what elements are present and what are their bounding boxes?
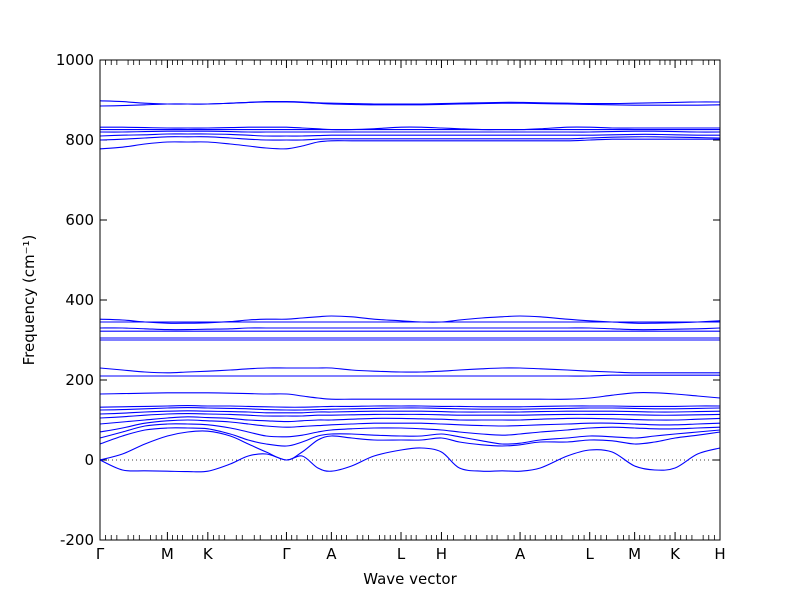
phonon-band-6	[99, 416, 721, 425]
phonon-band-19	[99, 315, 721, 324]
phonon-band-12	[100, 374, 720, 377]
x-tick-label: H	[436, 545, 447, 563]
phonon-band-25	[99, 126, 720, 131]
phonon-band-23	[99, 130, 721, 133]
phonon-band-9	[99, 407, 721, 411]
phonon-band-10	[99, 405, 721, 408]
x-tick-label: A	[515, 545, 526, 563]
x-tick-label: Γ	[282, 545, 291, 563]
y-tick-labels: -200 0 200 400 600 800 1000	[56, 51, 94, 549]
y-tick-label: 200	[65, 371, 94, 389]
x-tick-label: L	[397, 545, 406, 563]
y-tick-label: 400	[65, 291, 94, 309]
phonon-bands	[99, 100, 721, 473]
x-tick-label: K	[203, 545, 214, 563]
y-tick-label: 1000	[56, 51, 94, 69]
x-tick-label: K	[670, 545, 681, 563]
y-tick-label: 800	[65, 131, 94, 149]
phonon-band-20	[99, 138, 720, 150]
x-tick-label: M	[628, 545, 641, 563]
x-tick-label: M	[161, 545, 174, 563]
x-tick-label: Γ	[96, 545, 105, 563]
x-tick-label: L	[586, 545, 595, 563]
phonon-band-5	[99, 419, 721, 433]
plot-frame	[99, 59, 721, 541]
phonon-band-2	[99, 430, 721, 461]
x-tick-label: H	[714, 545, 725, 563]
phonon-band-7	[99, 413, 721, 419]
phonon-band-17	[99, 327, 721, 331]
y-tick-label: -200	[60, 531, 94, 549]
x-tick-label: A	[326, 545, 337, 563]
y-axis-label: Frequency (cm⁻¹)	[20, 235, 38, 366]
phonon-band-27	[99, 100, 721, 105]
axis-ticks	[99, 59, 721, 541]
y-tick-label: 600	[65, 211, 94, 229]
phonon-band-21	[99, 136, 721, 141]
phonon-band-1	[99, 447, 721, 473]
phonon-band-3	[99, 427, 721, 447]
phonon-band-13	[99, 367, 720, 374]
x-axis-label: Wave vector	[363, 570, 457, 588]
phonon-band-4	[99, 423, 721, 439]
phonon-band-8	[99, 410, 721, 415]
phonon-band-22	[99, 133, 721, 137]
phonon-band-11	[99, 392, 721, 400]
y-tick-label: 0	[84, 451, 94, 469]
